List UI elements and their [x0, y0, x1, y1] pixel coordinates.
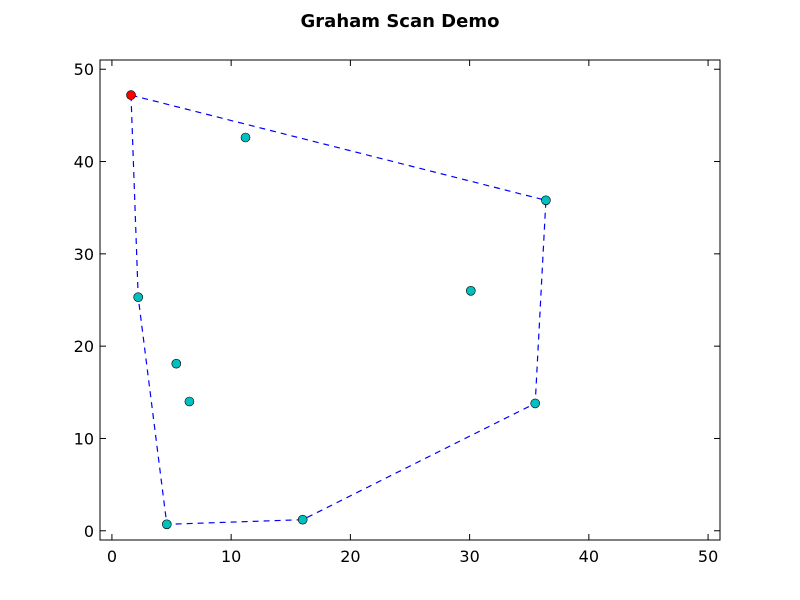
data-point	[133, 292, 143, 303]
x-tick-label: 40	[579, 547, 599, 566]
data-point	[240, 132, 251, 143]
hull-layer	[130, 94, 547, 525]
y-tick-label: 50	[74, 60, 94, 79]
pivot-point	[126, 90, 136, 100]
y-tick-label: 0	[84, 522, 94, 541]
x-tick-label: 0	[107, 547, 117, 566]
x-tick-label: 10	[221, 547, 241, 566]
data-point	[162, 519, 172, 530]
x-tick-label: 30	[459, 547, 479, 566]
data-point	[530, 398, 541, 409]
y-tick-labels: 0 10 20 30 40 50	[74, 60, 94, 541]
chart-title: Graham Scan Demo	[301, 11, 500, 32]
points-layer	[126, 90, 551, 530]
y-tick-label: 10	[74, 429, 94, 448]
data-point	[465, 285, 476, 296]
convex-hull-line	[130, 94, 547, 525]
x-tick-label: 50	[698, 547, 718, 566]
data-point	[541, 195, 551, 206]
ticks-layer	[100, 60, 720, 540]
y-tick-label: 40	[74, 153, 94, 172]
x-tick-label: 20	[340, 547, 360, 566]
y-tick-label: 30	[74, 245, 94, 264]
data-point	[297, 514, 308, 525]
x-tick-labels: 0 10 20 30 40 50	[107, 547, 718, 566]
axes-frame	[99, 59, 721, 541]
plot-area: 0 10 20 30 40 50 0 10 20 30 40 50	[74, 59, 721, 566]
data-point	[184, 396, 195, 407]
y-tick-label: 20	[74, 337, 94, 356]
data-point	[171, 358, 182, 369]
